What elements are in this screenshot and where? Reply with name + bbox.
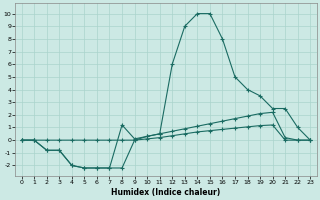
X-axis label: Humidex (Indice chaleur): Humidex (Indice chaleur) [111, 188, 220, 197]
